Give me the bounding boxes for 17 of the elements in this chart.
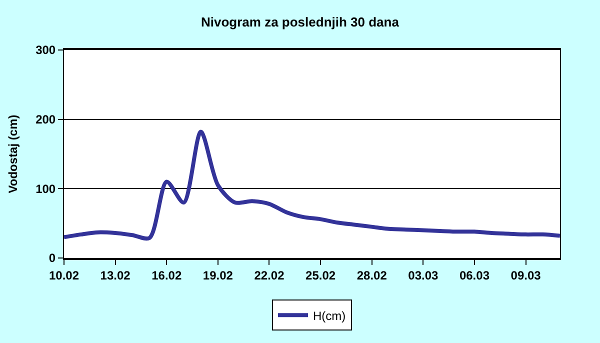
x-tick-label: 10.02 (48, 268, 80, 282)
x-tick-label: 22.02 (254, 268, 285, 282)
y-tick-label: 100 (36, 182, 56, 196)
x-tick-label: 28.02 (356, 268, 388, 282)
x-tick-label: 03.03 (408, 268, 439, 282)
chart-title: Nivogram za poslednjih 30 dana (201, 14, 400, 30)
x-tick-label: 09.03 (510, 268, 542, 282)
y-tick-label: 200 (36, 112, 56, 127)
x-tick-label: 25.02 (306, 268, 336, 282)
x-tick-label: 19.02 (202, 268, 234, 282)
y-axis-title: Vodostaj (cm) (6, 114, 20, 194)
y-tick-label: 0 (48, 251, 56, 266)
x-tick-label: 16.02 (152, 268, 182, 282)
legend-label: H(cm) (313, 308, 346, 323)
x-tick-label: 06.03 (459, 268, 490, 282)
y-tick-label: 300 (36, 43, 56, 58)
x-tick-label: 13.02 (100, 268, 131, 282)
